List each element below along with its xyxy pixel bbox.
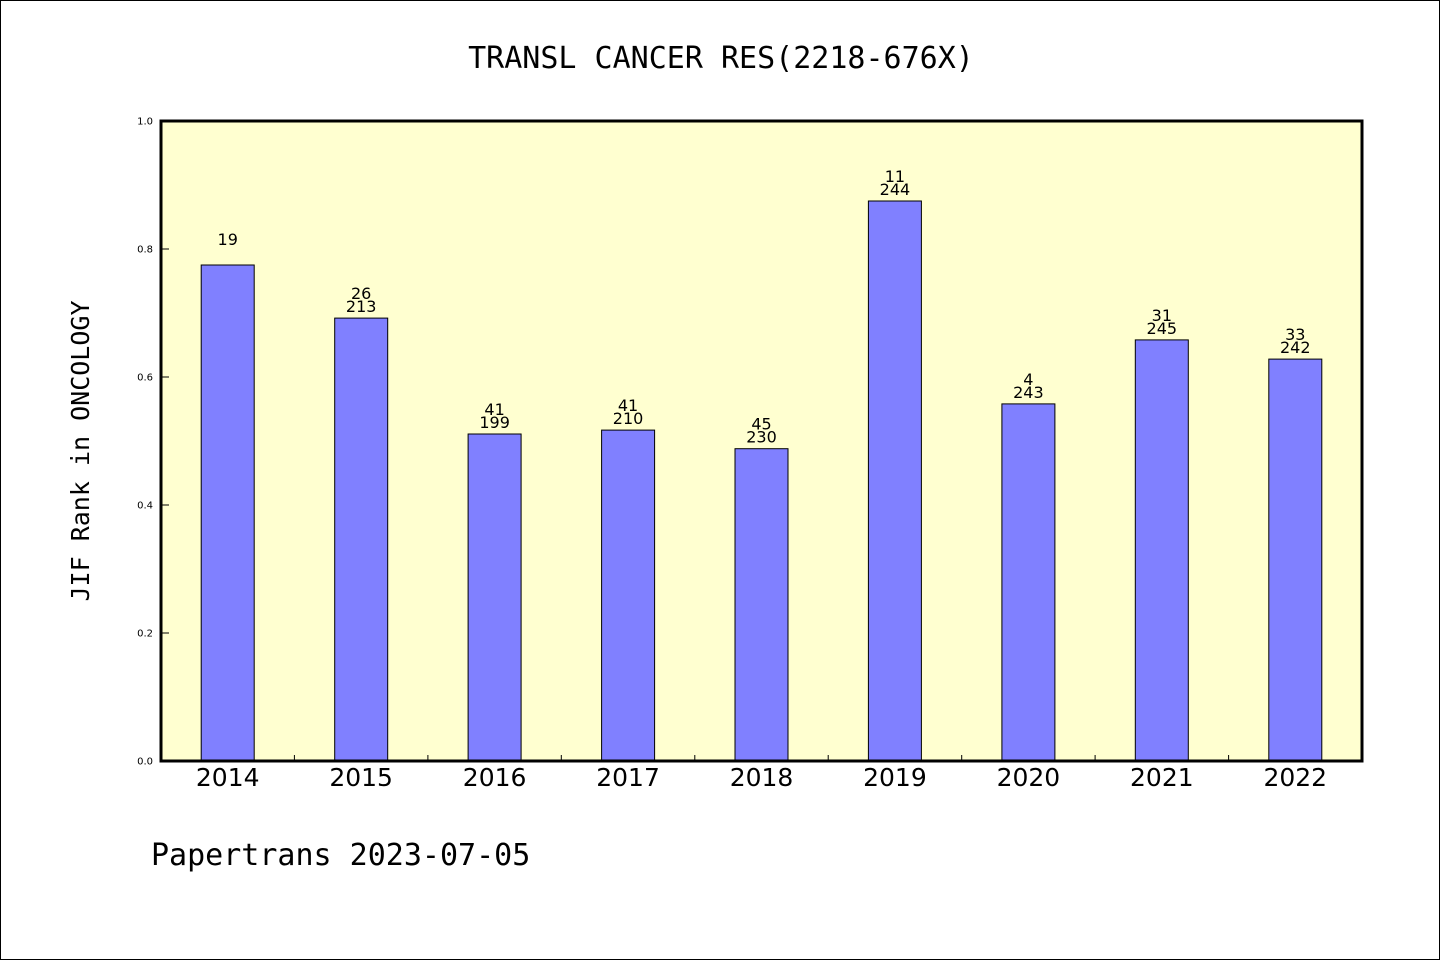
plot-border <box>159 119 1364 763</box>
x-tick-label-2020: 2020 <box>997 763 1061 792</box>
data-label-rank-2015: 26 <box>351 284 371 303</box>
footer-text: Papertrans 2023-07-05 <box>151 838 530 873</box>
x-axis: 2014 2015 2016 2017 2018 2019 2020 2021 2022 <box>196 755 1327 792</box>
data-label-rank-2020: 4 <box>1023 370 1033 389</box>
data-label-rank-2014: 19 <box>218 230 238 249</box>
x-tick-label-2021: 2021 <box>1130 763 1194 792</box>
bar-2017 <box>601 429 656 762</box>
data-label-rank-2018: 45 <box>751 415 771 434</box>
bar-2014 <box>200 264 255 762</box>
data-label-total-2015: 213 <box>346 297 377 316</box>
data-label-total-2021: 245 <box>1147 319 1178 338</box>
bars-layer <box>200 200 1323 762</box>
data-label-total-2016: 199 <box>479 413 510 432</box>
data-label-total-2020: 243 <box>1013 383 1044 402</box>
x-tick-label-2015: 2015 <box>329 763 393 792</box>
bar-2019 <box>867 200 922 762</box>
y-tick-label: 0.6 <box>137 373 153 384</box>
data-label-rank-2017: 41 <box>618 396 638 415</box>
y-tick-label: 0.8 <box>137 245 153 256</box>
x-tick-label-2022: 2022 <box>1263 763 1327 792</box>
bar-2021 <box>1134 339 1189 762</box>
data-label-rank-2016: 41 <box>484 400 504 419</box>
bar-2018 <box>734 448 789 762</box>
y-tick-label: 0.4 <box>137 501 153 512</box>
data-label-total-2018: 230 <box>746 428 777 447</box>
y-tick-label: 1.0 <box>137 117 153 128</box>
x-tick-label-2014: 2014 <box>196 763 260 792</box>
data-label-rank-2022: 33 <box>1285 325 1305 344</box>
y-tick-label: 0.2 <box>137 629 153 640</box>
x-tick-label-2019: 2019 <box>863 763 927 792</box>
chart-title: TRANSL CANCER RES(2218-676X) <box>468 41 974 76</box>
y-tick-label: 0.0 <box>137 757 153 768</box>
data-label-total-2022: 242 <box>1280 338 1311 357</box>
data-label-rank-2021: 31 <box>1152 306 1172 325</box>
bar-2020 <box>1001 403 1056 762</box>
bar-2022 <box>1268 358 1323 762</box>
bar-2015 <box>334 317 389 762</box>
data-label-total-2017: 210 <box>613 409 644 428</box>
data-label-total-2019: 244 <box>880 180 911 199</box>
bar-2016 <box>467 433 522 762</box>
x-tick-label-2017: 2017 <box>596 763 660 792</box>
y-axis-label: JIF Rank in ONCOLOGY <box>66 300 95 601</box>
x-tick-label-2016: 2016 <box>463 763 527 792</box>
x-tick-label-2018: 2018 <box>730 763 794 792</box>
data-label-rank-2019: 11 <box>885 167 905 186</box>
